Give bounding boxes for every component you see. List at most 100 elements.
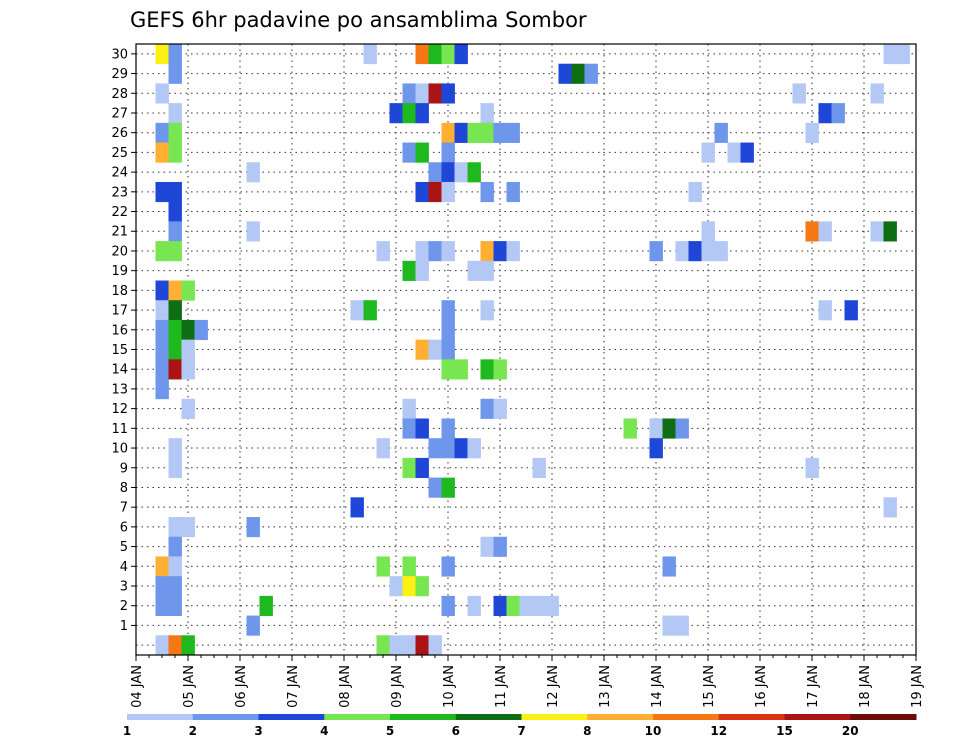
precip-cell [428, 83, 442, 104]
precip-cell [415, 142, 429, 163]
precip-cell [441, 142, 455, 163]
precip-cell [155, 359, 169, 380]
legend-label: 1 [123, 724, 131, 738]
x-tick-label: 07 JAN [286, 665, 301, 708]
y-tick-label: 9 [120, 461, 128, 476]
y-tick-label: 12 [111, 402, 128, 417]
precip-cell [428, 162, 442, 183]
precip-cell [818, 103, 832, 124]
precip-cell [428, 181, 442, 203]
y-tick-label: 5 [120, 540, 128, 555]
precip-cell [155, 122, 169, 143]
precip-cell [649, 418, 663, 439]
precip-cell [415, 103, 429, 124]
legend-label: 20 [842, 724, 859, 738]
x-tick-label: 09 JAN [390, 665, 405, 708]
precip-cell [805, 122, 819, 143]
precip-cell [480, 241, 494, 262]
legend-label: 7 [517, 724, 525, 738]
precip-cell [831, 103, 845, 124]
precip-cell [155, 181, 169, 203]
precip-cell [246, 221, 260, 242]
precip-cell [727, 142, 741, 163]
precip-cell [155, 44, 169, 65]
precip-cell [181, 517, 195, 538]
precip-cell [467, 438, 481, 459]
precip-cells [155, 44, 910, 656]
x-tick-label: 08 JAN [338, 665, 353, 708]
precip-cell [350, 497, 364, 518]
precip-cell [480, 122, 494, 143]
precip-cell [688, 241, 702, 262]
y-tick-label: 16 [111, 323, 128, 338]
x-axis: 04 JAN 05 JAN 06 JAN 07 JAN 08 JAN 09 JAN 10 J… [130, 655, 925, 708]
precip-cell [441, 595, 455, 616]
x-tick-label: 10 JAN [442, 665, 457, 708]
precip-cell [155, 241, 169, 262]
y-tick-label: 30 [111, 47, 128, 62]
precip-cell [376, 556, 390, 577]
y-axis: 1234567891011121314151617181920212223242… [111, 47, 136, 634]
precip-cell [883, 497, 897, 518]
precip-cell [402, 457, 416, 479]
precip-cell [415, 44, 429, 65]
precip-cell [376, 241, 390, 262]
y-tick-label: 13 [111, 382, 128, 397]
y-tick-label: 11 [111, 422, 128, 437]
grid [136, 44, 916, 655]
precip-cell [675, 418, 689, 439]
precip-cell [168, 181, 182, 203]
y-tick-label: 10 [111, 442, 128, 457]
precip-cell [493, 122, 507, 143]
legend-label: 10 [645, 724, 662, 738]
precip-cell [701, 142, 715, 163]
precip-cell [168, 635, 182, 656]
precip-cell [246, 162, 260, 183]
precip-cell [155, 300, 169, 321]
legend-swatch [192, 714, 259, 720]
precip-cell [467, 595, 481, 616]
x-tick-label: 14 JAN [650, 665, 665, 708]
precip-cell [805, 221, 819, 242]
precip-cell [155, 319, 169, 341]
precip-cell [402, 398, 416, 419]
y-tick-label: 25 [111, 146, 128, 161]
x-tick-label: 16 JAN [754, 665, 769, 708]
precip-cell [883, 221, 897, 242]
precip-cell [194, 319, 208, 341]
x-tick-label: 19 JAN [910, 665, 925, 708]
x-tick-label: 13 JAN [598, 665, 613, 708]
y-tick-label: 19 [111, 264, 128, 279]
legend-label: 4 [320, 724, 328, 738]
y-tick-label: 4 [120, 560, 128, 575]
precip-cell [428, 438, 442, 459]
y-tick-label: 29 [111, 67, 128, 82]
x-tick-label: 15 JAN [702, 665, 717, 708]
precip-cell [415, 576, 429, 597]
precip-cell [649, 438, 663, 459]
precip-cell [168, 457, 182, 479]
precip-cell [441, 556, 455, 577]
precip-cell [389, 576, 403, 597]
legend-swatch [455, 714, 522, 720]
precip-cell [506, 241, 520, 262]
precip-cell [701, 241, 715, 262]
precip-cell [168, 339, 182, 360]
precip-cell [870, 221, 884, 242]
precip-cell [480, 300, 494, 321]
precip-cell [389, 103, 403, 124]
y-tick-label: 23 [111, 185, 128, 200]
precip-cell [155, 83, 169, 104]
precip-cell [441, 162, 455, 183]
legend-swatch [718, 714, 785, 720]
legend-swatch [390, 714, 457, 720]
precip-cell [155, 379, 169, 400]
precip-cell [805, 457, 819, 479]
precip-cell [844, 300, 858, 321]
chart-title: GEFS 6hr padavine po ansamblima Sombor [130, 8, 587, 32]
precip-cell [493, 398, 507, 419]
precip-cell [441, 83, 455, 104]
precip-cell [675, 615, 689, 636]
precip-cell [155, 576, 169, 597]
precip-cell [480, 359, 494, 380]
